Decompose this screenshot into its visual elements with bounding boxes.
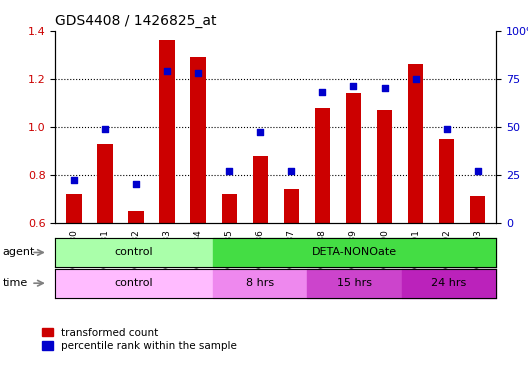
Bar <box>55 269 213 298</box>
Bar <box>159 40 175 223</box>
Bar <box>67 194 82 223</box>
Point <box>194 70 202 76</box>
Bar <box>284 189 299 223</box>
Bar <box>213 238 496 267</box>
Legend: transformed count, percentile rank within the sample: transformed count, percentile rank withi… <box>42 328 237 351</box>
Point <box>70 177 78 184</box>
Bar <box>408 65 423 223</box>
Bar <box>191 57 206 223</box>
Point <box>225 168 233 174</box>
Bar <box>439 139 455 223</box>
Bar <box>222 194 237 223</box>
Bar <box>252 156 268 223</box>
Point <box>474 168 482 174</box>
Text: DETA-NONOate: DETA-NONOate <box>312 247 397 258</box>
Text: GDS4408 / 1426825_at: GDS4408 / 1426825_at <box>55 14 217 28</box>
Text: 24 hrs: 24 hrs <box>431 278 467 288</box>
Bar <box>128 211 144 223</box>
Point <box>132 181 140 187</box>
Bar <box>213 269 307 298</box>
Text: control: control <box>115 247 154 258</box>
Point <box>350 83 358 89</box>
Text: 15 hrs: 15 hrs <box>337 278 372 288</box>
Bar <box>377 110 392 223</box>
Point <box>287 168 296 174</box>
Point <box>380 85 389 91</box>
Point <box>163 68 172 74</box>
Bar <box>402 269 496 298</box>
Bar <box>470 196 485 223</box>
Bar <box>55 238 213 267</box>
Point <box>101 126 109 132</box>
Point <box>318 89 327 95</box>
Text: agent: agent <box>3 247 35 257</box>
Point <box>411 76 420 82</box>
Point <box>256 129 265 136</box>
Text: control: control <box>115 278 154 288</box>
Bar <box>346 93 361 223</box>
Bar <box>307 269 402 298</box>
Point <box>442 126 451 132</box>
Text: time: time <box>3 278 28 288</box>
Bar <box>97 144 113 223</box>
Text: 8 hrs: 8 hrs <box>246 278 274 288</box>
Bar <box>315 108 330 223</box>
